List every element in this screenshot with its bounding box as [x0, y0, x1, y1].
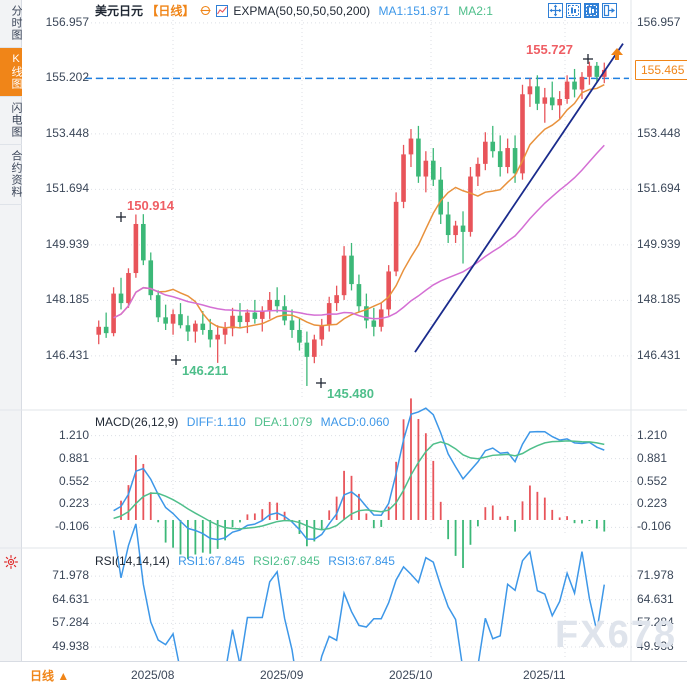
rsi2-value: RSI2:67.845 [253, 554, 320, 568]
macd-axis-right-3: 0.223 [637, 496, 668, 511]
macd-diff-value: DIFF:1.110 [186, 415, 246, 429]
sidebar-item-lightning[interactable]: 闪电图 [0, 97, 22, 145]
rsi-axis-right-1: 64.631 [637, 591, 674, 606]
macd-hist-value: MACD:0.060 [320, 415, 390, 429]
price-axis-left-0: 156.957 [45, 14, 89, 29]
ma1-value: MA1:151.871 [378, 4, 450, 18]
time-tick-2: 2025/10 [389, 668, 433, 682]
time-tick-0: 2025/08 [131, 668, 175, 682]
rsi-axis-left-3: 49.938 [52, 638, 89, 653]
annotation-155727: 155.727 [526, 42, 573, 57]
chart-fit-left-icon[interactable] [566, 3, 581, 18]
macd-axis-left-2: 0.552 [58, 473, 89, 488]
rsi1-value: RSI1:67.845 [178, 554, 245, 568]
price-axis-right-1: 153.448 [637, 125, 681, 140]
macd-axis-right-2: 0.552 [637, 473, 668, 488]
macd-axis-right-4: -0.106 [637, 519, 672, 534]
crosshair-toggle-icon[interactable] [200, 5, 211, 19]
crosshair-move-icon[interactable] [548, 3, 563, 18]
rsi3-value: RSI3:67.845 [328, 554, 395, 568]
left-sidebar: 分时图 K线图 闪电图 合约资料 [0, 0, 22, 687]
period-selector-button[interactable]: 日线 ▲ [30, 669, 70, 683]
macd-axis-right-0: 1.210 [637, 427, 668, 442]
macd-dea-value: DEA:1.079 [254, 415, 313, 429]
annotation-146211: 146.211 [182, 363, 229, 378]
macd-axis-left-4: -0.106 [54, 519, 89, 534]
price-axis-left-2: 153.448 [45, 125, 89, 140]
rsi-axis-right-2: 57.284 [637, 615, 674, 630]
price-axis-left-1: 155.202 [45, 70, 89, 85]
settings-sun-icon[interactable] [4, 555, 18, 569]
indicator-chart-icon[interactable] [216, 5, 229, 20]
chart-header-readout: 美元日元 【日线】 EXPMA(50,50,50,50,200) MA1:151… [95, 2, 493, 20]
price-axis-left-6: 146.431 [45, 347, 89, 362]
time-tick-3: 2025/11 [523, 668, 566, 682]
rsi-axis-left-0: 71.978 [52, 568, 89, 583]
annotation-150914: 150.914 [127, 198, 174, 213]
time-axis: 日线 ▲ 2025/08 2025/09 2025/10 2025/11 [0, 661, 687, 687]
annotation-145480: 145.480 [327, 386, 374, 401]
chart-exit-icon[interactable] [602, 3, 617, 18]
macd-axis-left-3: 0.223 [58, 496, 89, 511]
ma2-value: MA2:1 [458, 4, 493, 18]
price-axis-right-2: 151.694 [637, 181, 681, 196]
sidebar-item-kline[interactable]: K线图 [0, 48, 22, 97]
price-axis-left-4: 149.939 [45, 236, 89, 251]
price-axis-left-5: 148.185 [45, 292, 89, 307]
current-price-arrow [611, 48, 623, 56]
macd-axis-right-1: 0.881 [637, 450, 668, 465]
macd-axis-left-0: 1.210 [58, 427, 89, 442]
watermark: FX678 [555, 614, 677, 656]
price-axis-right-4: 148.185 [637, 292, 681, 307]
sidebar-item-timeline[interactable]: 分时图 [0, 0, 22, 48]
period-label: 【日线】 [146, 4, 195, 18]
price-axis-left-3: 151.694 [45, 181, 89, 196]
price-axis-right-0: 156.957 [637, 14, 681, 29]
rsi-title: RSI(14,14,14) [95, 554, 170, 568]
price-axis-right-5: 146.431 [637, 347, 681, 362]
rsi-panel-header: RSI(14,14,14) RSI1:67.845 RSI2:67.845 RS… [95, 554, 395, 568]
rsi-axis-right-0: 71.978 [637, 568, 674, 583]
indicator-name: EXPMA(50,50,50,50,200) [233, 4, 371, 18]
macd-axis-left-1: 0.881 [58, 450, 89, 465]
chart-toolbar [548, 3, 617, 18]
macd-title: MACD(26,12,9) [95, 415, 179, 429]
current-price-tag[interactable]: 155.465 [635, 60, 687, 81]
chart-fit-right-icon[interactable] [584, 3, 599, 18]
rsi-axis-left-1: 64.631 [52, 591, 89, 606]
sidebar-item-contract-info[interactable]: 合约资料 [0, 145, 22, 205]
current-price-arrow-stem [615, 54, 619, 61]
time-tick-1: 2025/09 [260, 668, 304, 682]
rsi-axis-right-3: 49.938 [637, 638, 674, 653]
price-axis-right-3: 149.939 [637, 236, 681, 251]
rsi-axis-left-2: 57.284 [52, 615, 89, 630]
symbol-name: 美元日元 [95, 4, 144, 18]
macd-panel-header: MACD(26,12,9) DIFF:1.110 DEA:1.079 MACD:… [95, 415, 389, 429]
